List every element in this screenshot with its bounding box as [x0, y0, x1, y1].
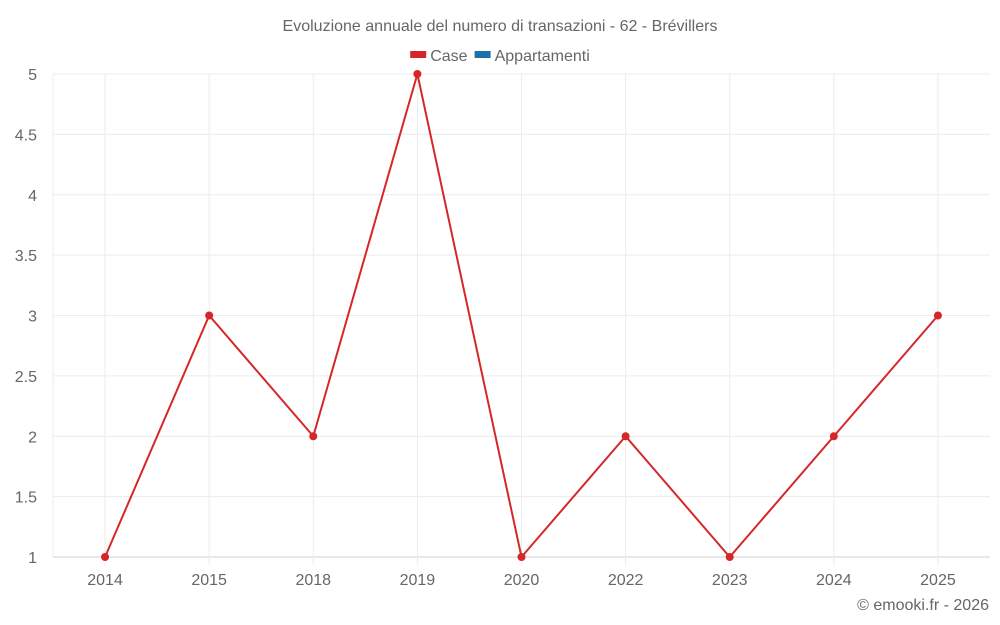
x-tick-label: 2023	[712, 572, 748, 589]
data-point[interactable]	[621, 432, 630, 441]
legend-label: Case	[430, 48, 467, 65]
legend: Case Appartamenti	[410, 48, 590, 65]
x-axis: 2014 2015 2018 2019 2020 2022 2023 2024 2025	[87, 572, 956, 589]
x-tick-label: 2022	[608, 572, 644, 589]
y-tick-label: 5	[28, 67, 37, 84]
y-tick-label: 2	[28, 429, 37, 446]
credit-text: © emooki.fr - 2026	[857, 597, 989, 614]
y-axis: 1 1.5 2 2.5 3 3.5 4 4.5 5	[15, 67, 37, 567]
y-tick-label: 3.5	[15, 248, 37, 265]
data-point[interactable]	[413, 70, 422, 78]
data-point[interactable]	[517, 553, 526, 561]
x-tick-label: 2018	[295, 572, 331, 589]
chart-title: Evoluzione annuale del numero di transaz…	[283, 18, 718, 35]
x-tick-label: 2020	[504, 572, 540, 589]
x-tick-label: 2024	[816, 572, 852, 589]
data-point[interactable]	[725, 553, 734, 561]
x-tick-label: 2025	[920, 572, 956, 589]
data-point[interactable]	[309, 432, 318, 441]
y-tick-label: 4	[28, 188, 37, 205]
x-tick-label: 2015	[191, 572, 227, 589]
y-tick-label: 3	[28, 309, 37, 326]
data-point[interactable]	[933, 311, 942, 320]
legend-swatch-icon	[474, 51, 491, 58]
data-point[interactable]	[101, 553, 110, 561]
y-tick-label: 1	[28, 550, 37, 567]
legend-swatch-icon	[410, 51, 427, 58]
x-tick-label: 2019	[400, 572, 436, 589]
y-tick-label: 4.5	[15, 127, 37, 144]
y-tick-label: 1.5	[15, 490, 37, 507]
legend-item-appartamenti[interactable]: Appartamenti	[474, 48, 590, 65]
legend-label: Appartamenti	[495, 48, 590, 65]
grid	[52, 73, 990, 565]
data-point[interactable]	[829, 432, 838, 441]
y-tick-label: 2.5	[15, 369, 37, 386]
legend-item-case[interactable]: Case	[410, 48, 468, 65]
data-point[interactable]	[205, 311, 214, 320]
series	[101, 70, 942, 561]
x-tick-label: 2014	[87, 572, 123, 589]
